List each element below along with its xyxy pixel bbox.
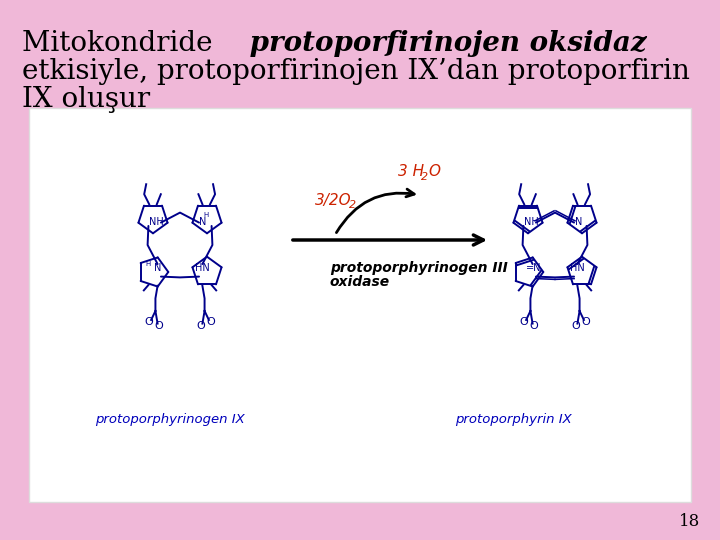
Text: H: H: [145, 261, 150, 267]
Bar: [29, 108, 691, 502]
Text: IX oluşur: IX oluşur: [22, 86, 150, 113]
Text: O: O: [530, 321, 539, 331]
Text: N: N: [575, 217, 582, 227]
Text: 2: 2: [349, 200, 356, 210]
Text: O: O: [197, 321, 205, 331]
Text: HN: HN: [194, 263, 210, 273]
Text: O: O: [572, 321, 580, 331]
Text: protoporphyrinogen III: protoporphyrinogen III: [330, 261, 508, 275]
Text: O: O: [428, 165, 440, 179]
Text: protoporphyrinogen IX: protoporphyrinogen IX: [95, 414, 245, 427]
Text: O: O: [520, 317, 528, 327]
Text: etkisiyle, protoporfirinojen IX’dan protoporfirin: etkisiyle, protoporfirinojen IX’dan prot…: [22, 58, 690, 85]
Text: 3/2O: 3/2O: [315, 192, 351, 207]
Text: N: N: [199, 217, 207, 227]
Text: NH: NH: [523, 217, 539, 227]
Text: H: H: [203, 212, 209, 218]
Text: O: O: [582, 317, 590, 327]
Text: =N: =N: [526, 263, 541, 273]
Text: NH: NH: [148, 217, 163, 227]
Text: HN: HN: [570, 263, 585, 273]
Text: O: O: [207, 317, 215, 327]
Text: N: N: [154, 263, 162, 273]
Text: protoporfirinojen oksidaz: protoporfirinojen oksidaz: [22, 30, 647, 57]
Text: protoporphyrin IX: protoporphyrin IX: [455, 414, 572, 427]
Text: Mitokondride: Mitokondride: [22, 30, 221, 57]
Text: O: O: [145, 317, 153, 327]
Text: O: O: [155, 321, 163, 331]
Text: 18: 18: [679, 513, 700, 530]
Text: oxidase: oxidase: [330, 275, 390, 289]
Text: 3 H: 3 H: [398, 165, 424, 179]
Text: 2: 2: [421, 172, 428, 182]
